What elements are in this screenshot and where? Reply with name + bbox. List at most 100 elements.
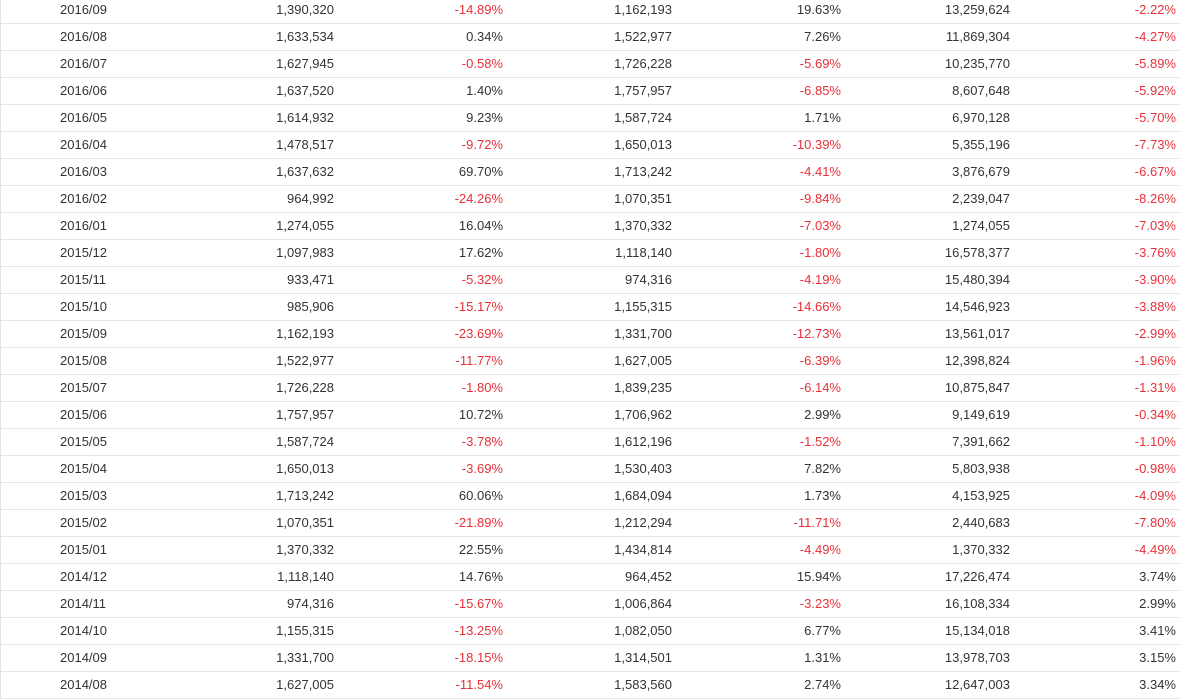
cumulative-change-cell: -0.34% bbox=[1134, 407, 1176, 422]
value-cell: 1,650,013 bbox=[276, 461, 334, 476]
prev-value-cell: 1,612,196 bbox=[614, 434, 672, 449]
cumulative-change-cell: 3.41% bbox=[1139, 623, 1176, 638]
change-cell: -24.26% bbox=[454, 191, 503, 206]
cumulative-cell: 14,546,923 bbox=[944, 299, 1010, 314]
change-cell: -15.17% bbox=[454, 299, 503, 314]
prev-change-cell: 19.63% bbox=[796, 2, 841, 17]
value-cell: 1,587,724 bbox=[276, 434, 334, 449]
cumulative-change-cell: -3.88% bbox=[1134, 299, 1176, 314]
value-cell: 1,155,315 bbox=[276, 623, 334, 638]
cumulative-cell: 10,235,770 bbox=[944, 56, 1010, 71]
value-cell: 1,713,242 bbox=[276, 488, 334, 503]
value-cell: 1,637,520 bbox=[276, 83, 334, 98]
period-cell: 2015/10 bbox=[60, 299, 107, 314]
prev-value-cell: 1,757,957 bbox=[614, 83, 672, 98]
cumulative-cell: 4,153,925 bbox=[952, 488, 1010, 503]
period-cell: 2015/06 bbox=[60, 407, 107, 422]
prev-value-cell: 1,331,700 bbox=[614, 326, 672, 341]
table-row: 2015/09 1,162,193 -23.69% 1,331,700 -12.73% 1… bbox=[1, 321, 1180, 348]
table-row: 2016/01 1,274,055 16.04% 1,370,332 -7.03% 1,2… bbox=[1, 213, 1180, 240]
change-cell: -13.25% bbox=[454, 623, 503, 638]
cumulative-cell: 8,607,648 bbox=[952, 83, 1010, 98]
table-row: 2015/04 1,650,013 -3.69% 1,530,403 7.82% 5,80… bbox=[1, 456, 1180, 483]
change-cell: -5.32% bbox=[461, 272, 503, 287]
prev-change-cell: 7.82% bbox=[804, 461, 841, 476]
table-row: 2014/09 1,331,700 -18.15% 1,314,501 1.31% 13,… bbox=[1, 645, 1180, 672]
period-cell: 2015/02 bbox=[60, 515, 107, 530]
cumulative-cell: 12,398,824 bbox=[944, 353, 1010, 368]
table-row: 2015/08 1,522,977 -11.77% 1,627,005 -6.39% 12… bbox=[1, 348, 1180, 375]
cumulative-change-cell: -5.92% bbox=[1134, 83, 1176, 98]
cumulative-change-cell: -3.76% bbox=[1134, 245, 1176, 260]
prev-change-cell: -4.41% bbox=[799, 164, 841, 179]
value-cell: 1,726,228 bbox=[276, 380, 334, 395]
cumulative-change-cell: -0.98% bbox=[1134, 461, 1176, 476]
cumulative-change-cell: -2.99% bbox=[1134, 326, 1176, 341]
table-row: 2015/02 1,070,351 -21.89% 1,212,294 -11.71% 2… bbox=[1, 510, 1180, 537]
cumulative-change-cell: -4.09% bbox=[1134, 488, 1176, 503]
prev-change-cell: 1.71% bbox=[804, 110, 841, 125]
period-cell: 2014/08 bbox=[60, 677, 107, 692]
table-row: 2016/07 1,627,945 -0.58% 1,726,228 -5.69% 10,… bbox=[1, 51, 1180, 78]
cumulative-cell: 1,370,332 bbox=[952, 542, 1010, 557]
prev-change-cell: 6.77% bbox=[804, 623, 841, 638]
period-cell: 2016/07 bbox=[60, 56, 107, 71]
period-cell: 2014/11 bbox=[60, 596, 107, 611]
table-row: 2016/05 1,614,932 9.23% 1,587,724 1.71% 6,970… bbox=[1, 105, 1180, 132]
prev-change-cell: -14.66% bbox=[792, 299, 841, 314]
prev-change-cell: 2.74% bbox=[804, 677, 841, 692]
prev-change-cell: -7.03% bbox=[799, 218, 841, 233]
cumulative-cell: 11,869,304 bbox=[945, 29, 1010, 44]
value-cell: 933,471 bbox=[287, 272, 334, 287]
value-cell: 1,627,005 bbox=[276, 677, 334, 692]
table-row: 2015/11 933,471 -5.32% 974,316 -4.19% 15,480,… bbox=[1, 267, 1180, 294]
table-row: 2016/09 1,390,320 -14.89% 1,162,193 19.63% 13… bbox=[1, 0, 1180, 24]
table-row: 2014/12 1,118,140 14.76% 964,452 15.94% 17,22… bbox=[1, 564, 1180, 591]
period-cell: 2015/12 bbox=[60, 245, 107, 260]
table-row: 2016/03 1,637,632 69.70% 1,713,242 -4.41% 3,8… bbox=[1, 159, 1180, 186]
prev-value-cell: 964,452 bbox=[625, 569, 672, 584]
value-cell: 1,390,320 bbox=[276, 2, 334, 17]
prev-value-cell: 1,212,294 bbox=[614, 515, 672, 530]
change-cell: 22.55% bbox=[458, 542, 503, 557]
prev-value-cell: 974,316 bbox=[625, 272, 672, 287]
change-cell: 14.76% bbox=[458, 569, 503, 584]
period-cell: 2016/02 bbox=[60, 191, 107, 206]
change-cell: -11.77% bbox=[455, 353, 503, 368]
change-cell: 69.70% bbox=[458, 164, 503, 179]
cumulative-change-cell: -7.80% bbox=[1134, 515, 1176, 530]
cumulative-change-cell: -7.03% bbox=[1134, 218, 1176, 233]
prev-change-cell: -4.49% bbox=[799, 542, 841, 557]
change-cell: -3.69% bbox=[461, 461, 503, 476]
cumulative-cell: 10,875,847 bbox=[944, 380, 1010, 395]
change-cell: -23.69% bbox=[454, 326, 503, 341]
cumulative-cell: 5,803,938 bbox=[952, 461, 1010, 476]
table-row: 2016/04 1,478,517 -9.72% 1,650,013 -10.39% 5,… bbox=[1, 132, 1180, 159]
change-cell: -0.58% bbox=[461, 56, 503, 71]
cumulative-change-cell: 3.74% bbox=[1139, 569, 1176, 584]
period-cell: 2015/05 bbox=[60, 434, 107, 449]
change-cell: 10.72% bbox=[458, 407, 503, 422]
change-cell: 9.23% bbox=[466, 110, 503, 125]
prev-value-cell: 1,839,235 bbox=[614, 380, 672, 395]
prev-change-cell: -5.69% bbox=[799, 56, 841, 71]
value-cell: 964,992 bbox=[287, 191, 334, 206]
period-cell: 2016/09 bbox=[60, 2, 107, 17]
cumulative-change-cell: -3.90% bbox=[1134, 272, 1176, 287]
cumulative-change-cell: 3.15% bbox=[1139, 650, 1176, 665]
value-cell: 1,370,332 bbox=[276, 542, 334, 557]
period-cell: 2016/08 bbox=[60, 29, 107, 44]
table-row: 2015/01 1,370,332 22.55% 1,434,814 -4.49% 1,3… bbox=[1, 537, 1180, 564]
period-cell: 2015/08 bbox=[60, 353, 107, 368]
value-cell: 985,906 bbox=[287, 299, 334, 314]
prev-change-cell: 7.26% bbox=[804, 29, 841, 44]
table-row: 2016/02 964,992 -24.26% 1,070,351 -9.84% 2,23… bbox=[1, 186, 1180, 213]
cumulative-change-cell: -6.67% bbox=[1134, 164, 1176, 179]
period-cell: 2015/01 bbox=[60, 542, 107, 557]
value-cell: 1,478,517 bbox=[276, 137, 334, 152]
change-cell: -15.67% bbox=[454, 596, 503, 611]
table-row: 2016/06 1,637,520 1.40% 1,757,957 -6.85% 8,60… bbox=[1, 78, 1180, 105]
period-cell: 2015/04 bbox=[60, 461, 107, 476]
table-row: 2016/08 1,633,534 0.34% 1,522,977 7.26% 11,86… bbox=[1, 24, 1180, 51]
